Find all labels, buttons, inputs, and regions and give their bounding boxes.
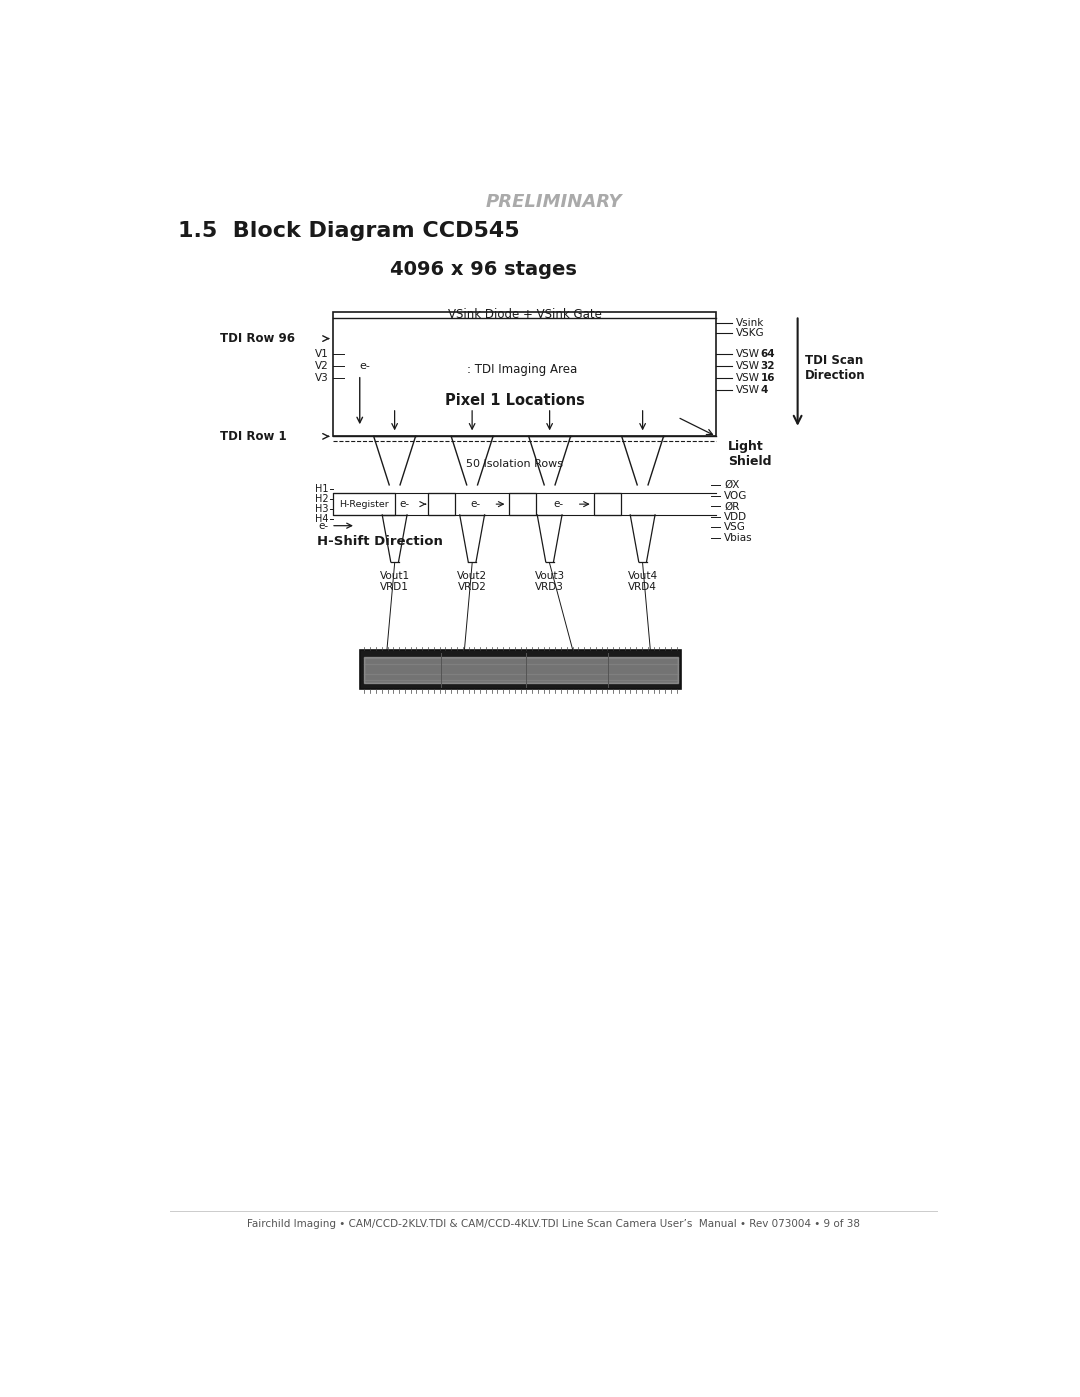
Text: ØR: ØR <box>724 502 740 511</box>
Text: VSW: VSW <box>735 373 759 383</box>
Bar <box>333 493 394 515</box>
Text: 64: 64 <box>760 349 775 359</box>
Text: Fairchild Imaging • CAM/CCD-2KLV.TDI & CAM/CCD-4KLV.TDI Line Scan Camera User’s : Fairchild Imaging • CAM/CCD-2KLV.TDI & C… <box>247 1220 860 1229</box>
Text: VSW: VSW <box>735 349 759 359</box>
Text: H-Shift Direction: H-Shift Direction <box>318 535 443 549</box>
Text: TDI Row 96: TDI Row 96 <box>220 332 295 345</box>
Text: H2: H2 <box>315 493 328 504</box>
Text: e-: e- <box>400 499 410 509</box>
Text: 50 Isolation Rows: 50 Isolation Rows <box>467 460 564 469</box>
Bar <box>428 493 455 515</box>
Text: H4: H4 <box>315 514 328 524</box>
Text: 4: 4 <box>760 386 768 395</box>
Text: VSW: VSW <box>735 386 759 395</box>
Text: : TDI Imaging Area: : TDI Imaging Area <box>468 363 578 376</box>
Text: H-Register: H-Register <box>339 500 389 509</box>
Text: VOG: VOG <box>724 492 747 502</box>
Text: H3: H3 <box>315 504 328 514</box>
Text: e-: e- <box>360 360 370 370</box>
Text: e-: e- <box>319 521 328 531</box>
Text: VDD: VDD <box>724 513 747 522</box>
Text: H1: H1 <box>315 483 328 493</box>
Bar <box>594 493 621 515</box>
Text: Vout3: Vout3 <box>535 571 565 581</box>
Text: Vout2: Vout2 <box>457 571 487 581</box>
Text: 1.5  Block Diagram CCD545: 1.5 Block Diagram CCD545 <box>177 221 519 240</box>
Text: V2: V2 <box>315 360 328 370</box>
Text: ØX: ØX <box>724 481 740 490</box>
Text: Pixel 1 Locations: Pixel 1 Locations <box>445 393 584 408</box>
Text: VRD2: VRD2 <box>458 583 487 592</box>
Text: Vbias: Vbias <box>724 534 753 543</box>
Text: VSKG: VSKG <box>735 328 765 338</box>
Text: V1: V1 <box>315 349 328 359</box>
Text: TDI Row 1: TDI Row 1 <box>220 430 287 443</box>
Bar <box>509 493 536 515</box>
Text: Vout4: Vout4 <box>627 571 658 581</box>
Text: Vsink: Vsink <box>735 319 764 328</box>
Text: 4096 x 96 stages: 4096 x 96 stages <box>390 260 577 279</box>
Text: VSink Diode + VSink Gate: VSink Diode + VSink Gate <box>447 309 602 321</box>
Text: PRELIMINARY: PRELIMINARY <box>485 193 622 211</box>
Text: V3: V3 <box>315 373 328 383</box>
Bar <box>360 651 681 689</box>
Text: TDI Scan
Direction: TDI Scan Direction <box>806 355 866 383</box>
Text: VRD1: VRD1 <box>380 583 409 592</box>
Text: Light
Shield: Light Shield <box>728 440 771 468</box>
Text: e-: e- <box>471 499 481 509</box>
Text: 32: 32 <box>760 360 775 370</box>
Text: VRD4: VRD4 <box>629 583 657 592</box>
Text: VSG: VSG <box>724 522 746 532</box>
Text: 16: 16 <box>760 373 775 383</box>
Text: VRD3: VRD3 <box>536 583 564 592</box>
Bar <box>333 312 716 436</box>
Text: e-: e- <box>554 499 564 509</box>
Text: Vout1: Vout1 <box>379 571 409 581</box>
Text: VSW: VSW <box>735 360 759 370</box>
